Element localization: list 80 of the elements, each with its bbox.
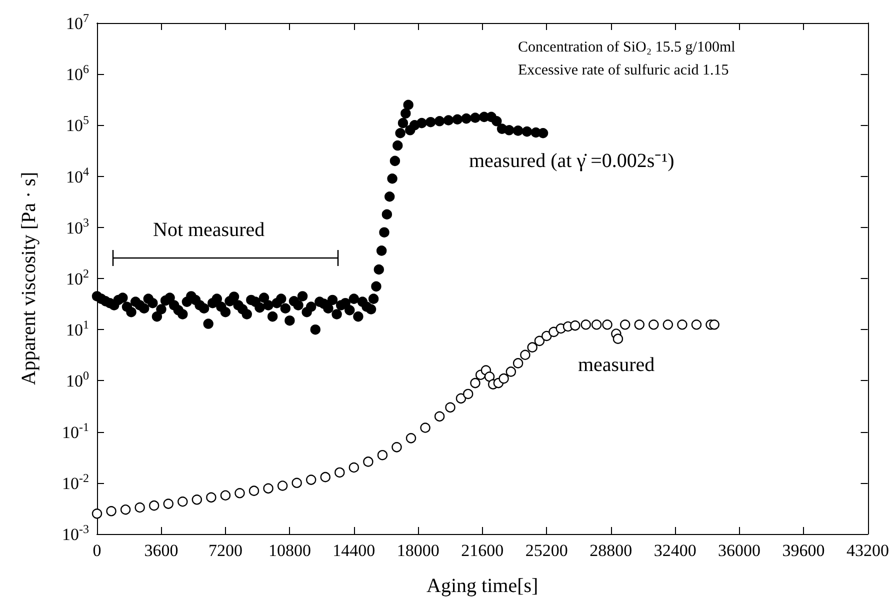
point [163, 498, 174, 509]
y-tick-label: 10$^{4}$ [66, 164, 89, 186]
point [134, 502, 145, 513]
x-tick-label: 32400 [654, 541, 696, 560]
x-tick-label: 7200 [208, 541, 242, 560]
series-label: measured (at γ̇ =0.002s⁻¹) [469, 150, 674, 172]
point [406, 433, 416, 444]
annotation: Excessive rate of sulfuric acid 1.15 [518, 62, 729, 78]
x-tick-label: 14400 [332, 541, 376, 560]
point [506, 366, 516, 377]
x-tick-label: 39600 [782, 541, 825, 560]
x-tick-label: 3600 [144, 541, 178, 560]
point [106, 506, 116, 516]
point [234, 488, 245, 498]
y-axis-title: Apparent viscosity [Pa · s] [18, 172, 40, 386]
y-tick-label: 10$^{3}$ [66, 215, 89, 238]
point [602, 320, 612, 330]
y-tick-label: 10$^{1}$ [66, 318, 89, 340]
point [120, 504, 131, 515]
point [591, 320, 602, 330]
x-tick-label: 43200 [846, 541, 889, 560]
y-tick-label: 10$^{2}$ [66, 266, 89, 288]
y-tick-label: 10$^{-3}$ [62, 522, 89, 544]
x-axis-title: Aging time[s] [426, 575, 538, 597]
y-tick-label: 10$^{7}$ [66, 11, 89, 33]
point [512, 358, 524, 368]
point [498, 373, 509, 384]
point [263, 483, 274, 494]
point [620, 320, 630, 330]
point [463, 388, 474, 400]
point [534, 336, 545, 346]
y-tick-label: 10$^{-1}$ [62, 420, 89, 442]
y-tick-label: 10$^{0}$ [66, 368, 89, 391]
point [392, 442, 402, 452]
annotation: Not measured [153, 219, 265, 241]
point [306, 474, 316, 485]
x-tick-label: 0 [92, 541, 102, 560]
point [348, 462, 360, 473]
point [612, 334, 624, 344]
y-tick-label: 10$^{-2}$ [62, 470, 89, 493]
point [570, 320, 580, 331]
point [434, 411, 445, 422]
x-tick-label: 36000 [718, 541, 761, 560]
point [691, 320, 702, 330]
point [634, 320, 644, 330]
point [292, 478, 302, 488]
point [484, 372, 495, 382]
x-tick-label: 21600 [461, 541, 504, 560]
point [520, 350, 530, 360]
point [320, 472, 330, 482]
point [206, 492, 216, 503]
point [192, 494, 202, 505]
point [527, 342, 538, 352]
point [662, 320, 674, 330]
y-tick-label: 10$^{6}$ [66, 62, 89, 84]
point [677, 320, 688, 330]
series-label: measured [578, 354, 655, 376]
point [277, 480, 288, 491]
point [220, 490, 231, 500]
point [92, 508, 102, 519]
point [178, 496, 188, 507]
point [542, 330, 552, 342]
point [334, 467, 345, 478]
point [363, 456, 374, 467]
point [420, 422, 430, 433]
point [470, 378, 480, 388]
x-tick-label: 10800 [268, 541, 311, 560]
annotation: Concentration of SiO₂ 15.5 g/100ml [518, 40, 736, 56]
point [149, 500, 160, 511]
x-tick-label: 18000 [396, 541, 440, 560]
point [456, 393, 466, 404]
point [580, 320, 591, 330]
point [648, 320, 659, 330]
point [709, 320, 720, 330]
x-tick-label: 25200 [525, 541, 568, 560]
point [377, 450, 388, 460]
point [248, 486, 260, 496]
point [445, 402, 456, 413]
y-tick-label: 10$^{5}$ [66, 113, 89, 136]
x-tick-label: 28800 [590, 541, 632, 560]
